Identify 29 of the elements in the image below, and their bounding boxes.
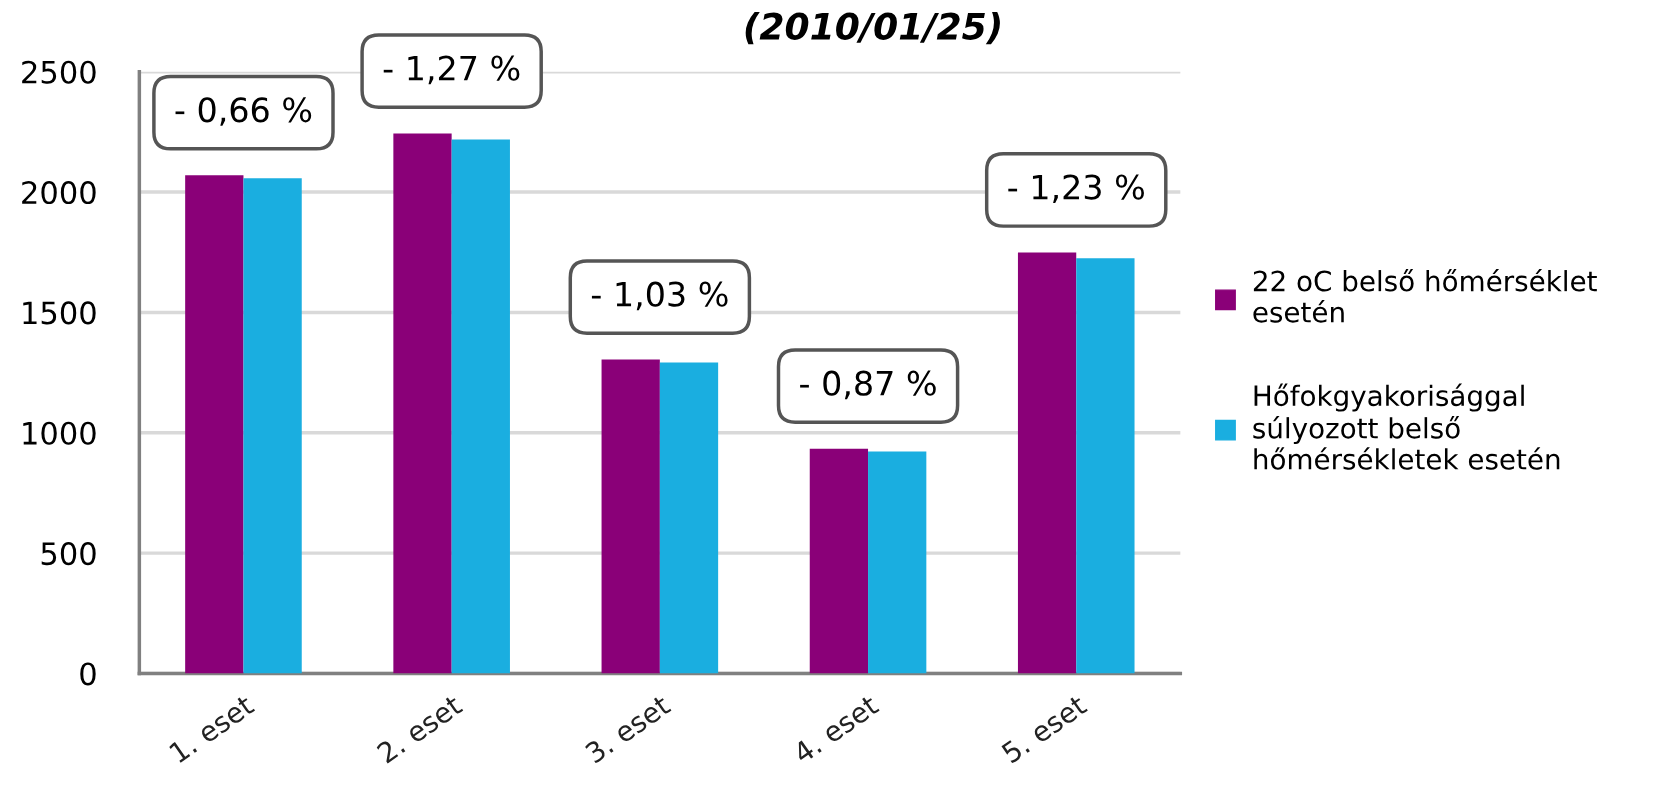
bar [185,175,244,674]
x-tick-label: 2. eset [375,693,464,764]
annotation: - 1,03 % [591,281,728,311]
bar [659,362,719,674]
annotation: - 0,87 % [800,370,936,400]
chart-title: (2010/01/25) [745,11,1000,45]
x-tick-label: 3. eset [584,693,672,764]
annotation: - 0,66 % [175,97,312,126]
y-tick-label: 2000 [22,181,96,205]
legend-label: Hőfokgyakorisággal súlyozott belső hőmérsékletek esetén [1253,383,1560,470]
bar [243,178,302,674]
bar [1076,258,1135,674]
x-tick-label: 1. eset [168,693,256,764]
bar [868,451,927,674]
bar [1017,252,1077,674]
annotation: - 1,27 % [383,55,520,85]
y-tick-label: 0 [80,662,96,686]
y-tick-label: 2500 [22,60,96,84]
bar [393,133,452,674]
y-tick-label: 1500 [23,301,96,325]
bar [601,359,660,674]
x-tick-label: 4. eset [791,693,880,765]
bar [809,448,869,674]
x-tick-label: 5. eset [1000,693,1089,764]
bar [451,139,510,674]
y-tick-label: 500 [41,542,96,566]
y-tick-label: 1000 [23,421,96,445]
annotation: - 1,23 % [1008,174,1144,204]
legend-label: 22 oC belső hőmérséklet esetén [1253,268,1597,323]
